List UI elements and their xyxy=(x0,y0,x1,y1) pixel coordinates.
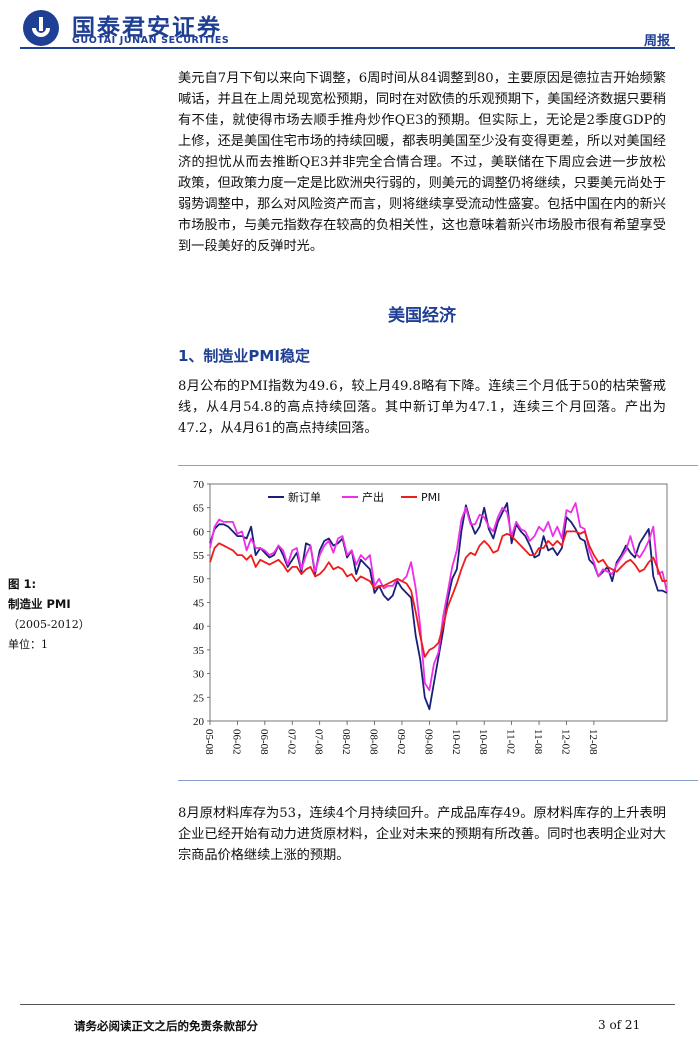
pmi-line-chart: 20 25 30 35 40 45 50 55 60 65 70 05-08 06-02 06-08 07-… xyxy=(193,479,668,755)
y-tick-label: 35 xyxy=(193,645,205,657)
x-tick-label: 07-08 xyxy=(313,729,325,755)
figure-title: 制造业 PMI xyxy=(8,597,71,611)
plot-area xyxy=(209,483,668,722)
legend-label: 产出 xyxy=(362,490,384,504)
pmi-paragraph: 8月公布的PMI指数为49.6，较上月49.8略有下降。连续三个月低于50的枯荣… xyxy=(178,379,666,436)
y-tick-label: 50 xyxy=(193,574,205,586)
x-tick-label: 08-02 xyxy=(340,729,352,755)
x-tick-label: 12-08 xyxy=(587,729,599,755)
footer-divider xyxy=(20,1004,675,1005)
y-tick-label: 70 xyxy=(193,479,205,491)
company-logo-icon xyxy=(23,10,59,46)
page-header: 国泰君安证券 GUOTAI JUNAN SECURITIES 周报 xyxy=(0,0,700,58)
x-tick-label: 11-02 xyxy=(505,729,517,754)
y-tick-label: 65 xyxy=(193,503,205,515)
y-tick-label: 20 xyxy=(193,716,205,728)
x-tick-label: 06-08 xyxy=(258,729,270,755)
inventory-paragraph: 8月原材料库存为53，连续4个月持续回升。产成品库存49。原材料库存的上升表明企… xyxy=(178,806,666,863)
x-tick-label: 09-08 xyxy=(422,729,434,755)
x-tick-label: 11-08 xyxy=(532,729,544,755)
legend-label: PMI xyxy=(421,491,440,504)
legend-label: 新订单 xyxy=(288,490,321,504)
y-tick-label: 60 xyxy=(193,526,205,538)
chart-top-rule xyxy=(178,465,698,466)
x-tick-label: 06-02 xyxy=(230,729,242,755)
y-tick-label: 25 xyxy=(193,692,205,704)
chart-bottom-rule xyxy=(178,780,698,781)
y-tick-label: 55 xyxy=(193,550,205,562)
x-tick-label: 08-08 xyxy=(368,729,380,755)
figure-label: 图 1: xyxy=(8,577,37,591)
company-name-en: GUOTAI JUNAN SECURITIES xyxy=(72,35,230,46)
series-line-3 xyxy=(209,530,668,658)
x-tick-label: 10-02 xyxy=(450,729,462,755)
y-tick-label: 45 xyxy=(193,598,205,610)
figure-caption: 图 1: 制造业 PMI xyxy=(8,574,71,614)
header-divider xyxy=(20,47,675,49)
intro-paragraph: 美元自7月下旬以来向下调整，6周时间从84调整到80，主要原因是德拉吉开始频繁喊… xyxy=(178,71,666,254)
x-tick-label: 12-02 xyxy=(559,729,571,755)
company-name-cn: 国泰君安证券 xyxy=(72,15,222,41)
subsection-title: 1、制造业PMI稳定 xyxy=(178,347,310,365)
x-tick-label: 09-02 xyxy=(395,729,407,755)
y-tick-label: 40 xyxy=(193,621,205,633)
x-tick-label: 07-02 xyxy=(285,729,297,755)
x-tick-label: 10-08 xyxy=(477,729,489,755)
footer-disclaimer: 请务必阅读正文之后的免责条款部分 xyxy=(74,1019,258,1033)
page-number: 3 of 21 xyxy=(598,1018,641,1032)
section-title: 美国经济 xyxy=(388,306,456,326)
document-type: 周报 xyxy=(643,34,670,49)
series-line-1 xyxy=(209,502,668,711)
figure-period: （2005-2012） xyxy=(8,618,90,631)
y-tick-label: 30 xyxy=(193,669,205,681)
figure-unit: 单位：1 xyxy=(8,638,48,651)
x-tick-label: 05-08 xyxy=(203,729,215,755)
series-line-2 xyxy=(209,502,668,692)
